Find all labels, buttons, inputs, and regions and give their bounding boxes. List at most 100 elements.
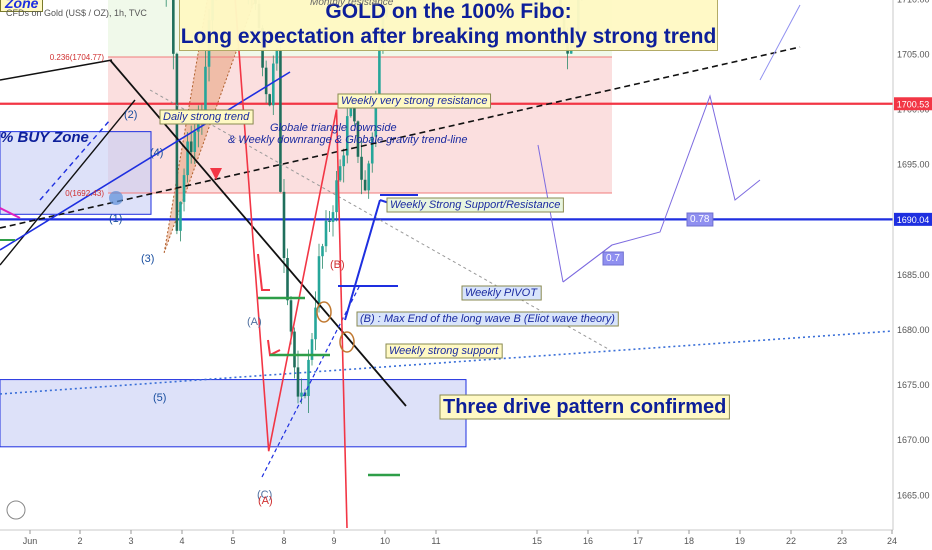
label-max-end-wave-b-text: (B) : Max End of the long wave B (Eliot …	[360, 313, 615, 325]
candle-body-88	[310, 339, 314, 360]
red-arrow-2	[257, 253, 270, 291]
price-level-tag-7	[894, 97, 932, 111]
label-ratio-07-bg	[602, 251, 624, 266]
candle-body-56	[197, 122, 200, 132]
wave-label-6: (B)	[330, 259, 345, 271]
demand-box-lower	[0, 379, 467, 448]
wave-label-1: (2)	[124, 109, 137, 121]
y-tick-label-3: 1680.00	[897, 325, 930, 335]
candle-body-101	[356, 121, 360, 157]
candle-body-98	[345, 116, 349, 156]
monthly-resistance-label: Monthly resistance	[310, 0, 394, 8]
label-layer: 1(1744.73)0.786(1733.55)0.618(1724.68)0.…	[0, 53, 730, 507]
label-weekly-support-resistance: Weekly Strong Support/Resistance	[386, 197, 564, 213]
left-black-trend-line	[0, 99, 136, 266]
candle-body-81	[286, 257, 289, 301]
label-weekly-very-strong-resistance: Weekly very strong resistance	[337, 93, 492, 109]
magenta-mark	[0, 207, 21, 219]
fib-level-label-6: 0(1692.43)	[65, 189, 104, 198]
red-wave-abc	[234, 0, 338, 452]
candle-body-55	[193, 131, 197, 152]
y-axis-background	[893, 0, 932, 550]
blue-impulse-line-1	[344, 199, 381, 321]
candle-body-80	[282, 191, 286, 258]
x-tick-label-5: 8	[281, 536, 286, 546]
label-daily-strong-trend-bg	[159, 109, 254, 125]
price-level-value-8: 1690.04	[897, 215, 930, 225]
label-weekly-very-strong-resistance-bg	[337, 93, 492, 109]
blue-dotted-trend-line	[0, 330, 894, 395]
label-daily-strong-trend: Daily strong trend	[159, 109, 254, 125]
label-buy-zone: % BUY Zone	[0, 129, 89, 146]
gravity-trend-line	[0, 46, 801, 229]
label-weekly-strong-support-bg	[385, 343, 503, 359]
label-weekly-pivot-text: Weekly PIVOT	[465, 287, 538, 299]
x-tick-label-10: 16	[583, 536, 593, 546]
candle-body-82	[289, 300, 293, 332]
price-level-tag-8	[894, 212, 932, 226]
x-tick-label-0: Jun	[23, 536, 38, 546]
wave-label-4: (5)	[153, 392, 166, 404]
candle-body-52	[182, 175, 186, 202]
background-layer	[0, 0, 612, 448]
candle-body-84	[296, 367, 300, 397]
candle-body-49	[172, 0, 175, 54]
candle-body-51	[179, 201, 182, 231]
drawing-layer	[0, 0, 894, 529]
wave-label-5: (A)	[247, 316, 262, 328]
title-line-1: GOLD on the 100% Fibo:	[325, 0, 572, 23]
candle-body-95	[335, 180, 338, 213]
candle-body-77	[271, 63, 275, 106]
x-tick-label-12: 18	[684, 536, 694, 546]
wave-label-2: (3)	[141, 253, 154, 265]
price-level-value-7: 1700.53	[897, 99, 930, 109]
x-tick-label-11: 17	[633, 536, 643, 546]
y-tick-label-9: 1710.00	[897, 0, 930, 4]
zone-tag-text: Zone	[5, 0, 39, 11]
label-weekly-support-resistance-bg	[386, 197, 564, 213]
wave-label-3: (4)	[150, 147, 163, 159]
x-tick-label-9: 15	[532, 536, 542, 546]
x-tick-label-15: 23	[837, 536, 847, 546]
label-three-drive: Three drive pattern confirmed	[439, 394, 730, 420]
grey-dashed-diagonal	[149, 89, 611, 351]
candle-body-93	[328, 220, 331, 222]
wave-label-0: (1)	[109, 213, 122, 225]
candle-body-85	[300, 392, 303, 397]
candle-body-83	[293, 331, 296, 368]
fib-level-label-5: 0.236(1704.77)	[50, 53, 105, 62]
label-ratio-078: 0.78	[686, 212, 714, 227]
candle-body-89	[314, 307, 317, 340]
label-weekly-pivot-bg	[461, 285, 542, 301]
label-buy-zone-text: % BUY Zone	[0, 129, 89, 146]
top-black-segment	[0, 59, 113, 81]
purple-rising-line	[759, 4, 801, 81]
three-drive-leg-1	[537, 144, 564, 283]
candle-body-92	[324, 220, 328, 247]
candle-body-94	[331, 212, 335, 222]
label-ratio-07: 0.7	[602, 251, 624, 266]
daily-strong-trend-line	[109, 59, 407, 407]
symbol-label: CFDs on Gold (US$ / OZ), 1h, TVC	[6, 8, 147, 18]
settings-icon	[6, 500, 26, 520]
candle-body-97	[342, 155, 345, 167]
candle-body-100	[353, 106, 356, 122]
red-arrow-3	[267, 339, 281, 357]
label-max-end-wave-b: (B) : Max End of the long wave B (Eliot …	[356, 311, 619, 327]
candle-body-91	[321, 246, 324, 257]
x-tick-label-14: 22	[786, 536, 796, 546]
candle-body-90	[317, 256, 321, 308]
label-weekly-very-strong-resistance-text: Weekly very strong resistance	[341, 95, 488, 107]
title-line-2: Long expectation after breaking monthly …	[180, 25, 717, 48]
label-weekly-strong-support: Weekly strong support	[385, 343, 503, 359]
candle-body-104	[367, 163, 370, 191]
b-wave-circle	[316, 301, 332, 323]
y-tick-label-6: 1695.00	[897, 160, 930, 170]
x-axis-background	[0, 530, 932, 550]
wave-label-8: (A)	[258, 495, 273, 507]
title-box	[179, 0, 718, 51]
label-weekly-downrange: & Weekly downrange & Globale gravity tre…	[228, 134, 467, 146]
